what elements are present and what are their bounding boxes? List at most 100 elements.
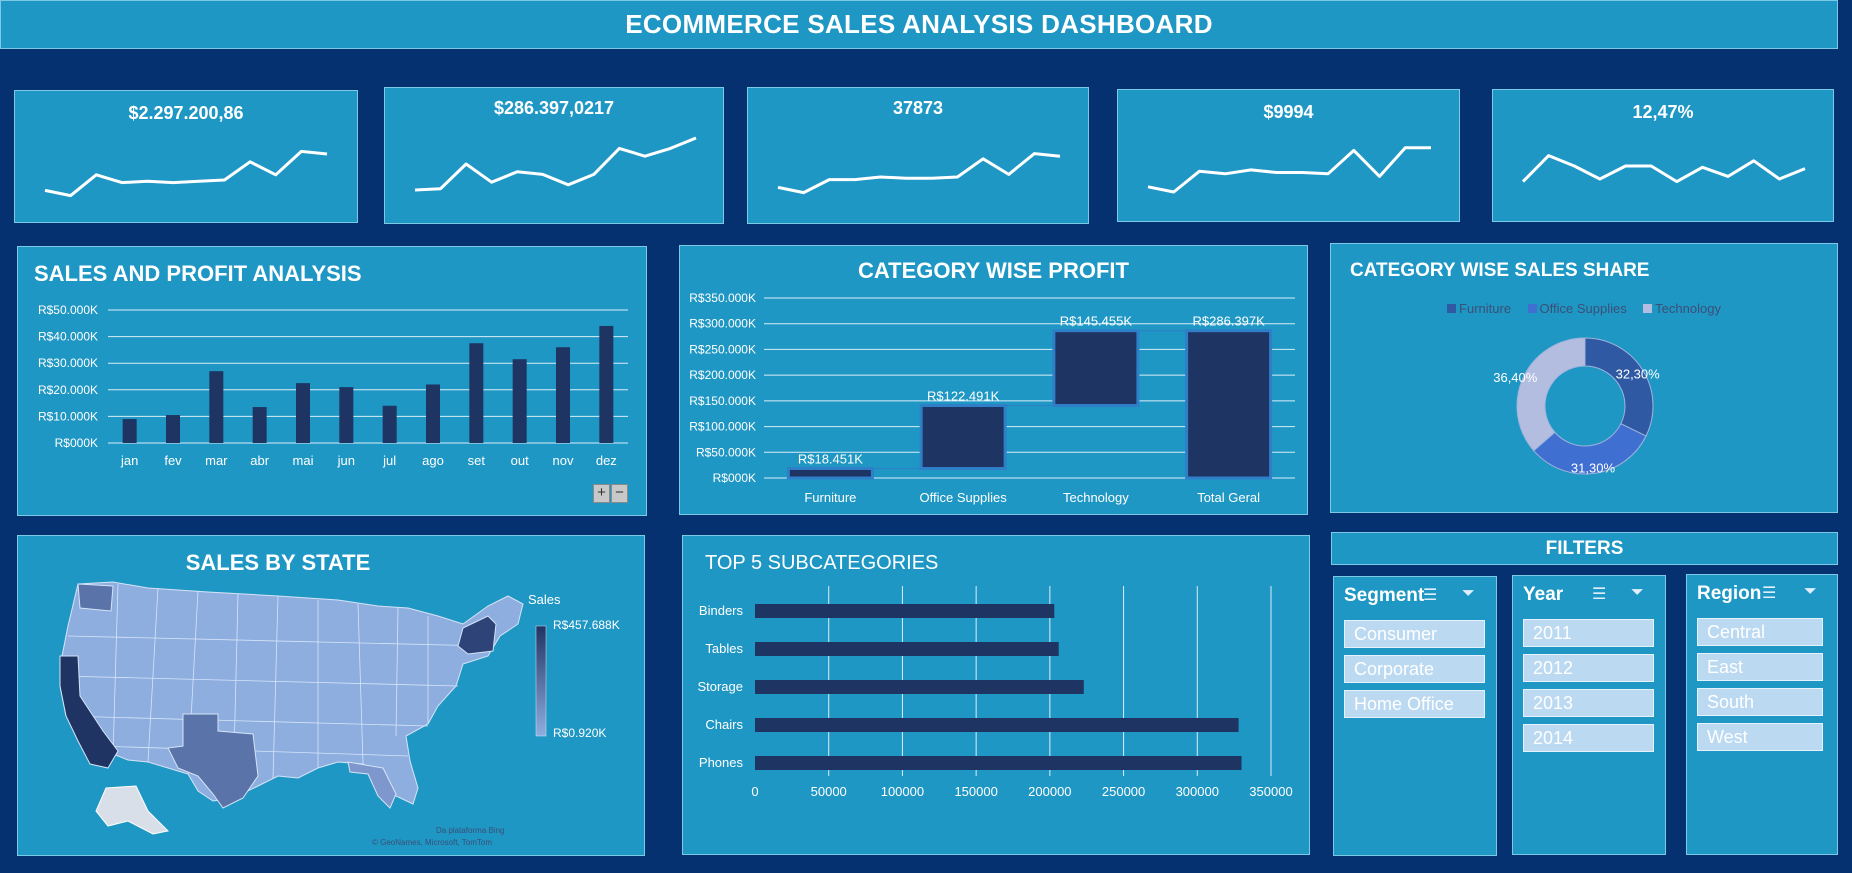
donut-slice-furniture	[1584, 337, 1654, 437]
x-tick-label: jun	[337, 453, 355, 468]
x-tick-label: nov	[553, 453, 574, 468]
region-slicer: Region ☰ ⏷ Central East South West	[1686, 574, 1838, 855]
donut-slice-technology	[1516, 337, 1586, 452]
bar-technology	[1052, 329, 1140, 408]
legend-label: Furniture	[1459, 301, 1512, 316]
slicer-title: Year	[1523, 584, 1564, 605]
multi-select-icon[interactable]: ☰	[1423, 587, 1438, 604]
bar-jun	[339, 387, 354, 443]
map-legend-min: R$0.920K	[553, 726, 607, 740]
donut-chart: 32,30% 31,30% 36,40%	[1493, 337, 1661, 475]
slicer-item-home-office[interactable]: Home Office	[1344, 690, 1485, 718]
slicer-item-2011[interactable]: 2011	[1523, 619, 1654, 647]
donut-data-label: 32,30%	[1616, 366, 1661, 381]
kpi-card-profit-margin: 12,47%	[1492, 89, 1834, 222]
slicer-item-corporate[interactable]: Corporate	[1344, 655, 1485, 683]
bar-dez	[599, 325, 614, 443]
y-tick-label: R$150.000K	[689, 394, 756, 408]
y-tick-label: R$40.000K	[38, 330, 98, 344]
bar-abr	[252, 407, 267, 443]
donut-legend: Furniture Office Supplies Technology	[1331, 300, 1837, 318]
year-slicer: Year ☰ ⏷ 2011 2012 2013 2014	[1512, 575, 1666, 855]
slicer-title: Region	[1697, 583, 1762, 604]
multi-select-icon[interactable]: ☰	[1762, 585, 1777, 602]
x-tick-label: Office Supplies	[920, 490, 1008, 505]
bar-jan	[122, 419, 137, 443]
washington-shape	[77, 583, 114, 612]
dashboard-title: ECOMMERCE SALES ANALYSIS DASHBOARD	[0, 0, 1838, 49]
x-tick-label: mar	[205, 453, 228, 468]
slicer-item-central[interactable]: Central	[1697, 618, 1823, 646]
y-tick-label: Chairs	[705, 717, 743, 732]
map-legend-max: R$457.688K	[553, 618, 620, 632]
data-label: R$18.451K	[798, 452, 863, 467]
x-tick-label: Furniture	[804, 490, 856, 505]
y-tick-label: R$100.000K	[689, 420, 756, 434]
y-tick-label: R$000K	[55, 436, 98, 450]
clear-filter-icon[interactable]: ⏷	[1631, 584, 1644, 601]
y-tick-label: R$50.000K	[38, 303, 98, 317]
zoom-out-button[interactable]: −	[611, 484, 628, 503]
x-tick-label: jan	[120, 453, 138, 468]
sales-share-panel: CATEGORY WISE SALES SHARE Furniture Offi…	[1330, 243, 1838, 513]
y-tick-label: Tables	[705, 641, 743, 656]
x-tick-label: fev	[164, 453, 182, 468]
kpi-sparkline	[1147, 146, 1431, 194]
subcategories-chart: 0 50000 100000 150000 200000 250000 300000 3500…	[697, 586, 1293, 799]
legend-item-office-supplies: Office Supplies	[1527, 301, 1627, 316]
data-label: R$286.397K	[1192, 314, 1265, 329]
kpi-value: 12,47%	[1632, 102, 1694, 122]
donut-slice-office-supplies	[1533, 423, 1647, 475]
bar-storage	[755, 680, 1084, 694]
new-york-shape	[457, 615, 497, 655]
x-tick-label: 350000	[1249, 784, 1292, 799]
x-tick-label: abr	[250, 453, 269, 468]
kpi-value: $2.297.200,86	[128, 103, 244, 123]
legend-swatch	[1447, 304, 1457, 313]
y-tick-label: R$50.000K	[696, 445, 756, 459]
legend-swatch	[1527, 304, 1537, 313]
legend-item-furniture: Furniture	[1447, 301, 1511, 316]
slicer-item-west[interactable]: West	[1697, 723, 1823, 751]
bar-mar	[209, 371, 224, 443]
slicer-item-2012[interactable]: 2012	[1523, 654, 1654, 682]
x-tick-label: 300000	[1176, 784, 1219, 799]
slicer-item-south[interactable]: South	[1697, 688, 1823, 716]
x-tick-label: 0	[751, 784, 758, 799]
kpi-value: $286.397,0217	[493, 98, 615, 118]
kpi-sparkline	[1521, 154, 1806, 184]
y-tick-label: Binders	[699, 603, 744, 618]
bar-ago	[426, 384, 440, 443]
kpi-card-total-sales: $2.297.200,86	[14, 90, 358, 223]
filters-header: FILTERS	[1331, 532, 1838, 565]
kpi-card-max-sales: $9994	[1117, 89, 1460, 222]
clear-filter-icon[interactable]: ⏷	[1462, 585, 1475, 602]
donut-data-label: 36,40%	[1493, 370, 1538, 385]
map-attribution: Da plataforma Bing	[436, 826, 505, 835]
kpi-card-quantity: 37873	[747, 87, 1089, 224]
x-tick-label: 150000	[954, 784, 997, 799]
bar-chairs	[755, 718, 1239, 732]
kpi-sparkline	[777, 152, 1061, 195]
slicer-item-2013[interactable]: 2013	[1523, 689, 1654, 717]
sales-profit-panel: SALES AND PROFIT ANALYSIS R$000K R$10.000…	[17, 246, 647, 516]
zoom-in-button[interactable]: +	[593, 484, 610, 503]
x-tick-label: dez	[596, 453, 617, 468]
clear-filter-icon[interactable]: ⏷	[1804, 583, 1817, 600]
bar-furniture	[786, 467, 874, 480]
data-label: R$145.455K	[1060, 314, 1133, 329]
sparkline-path	[777, 152, 1061, 195]
slicer-item-2014[interactable]: 2014	[1523, 724, 1654, 752]
legend-swatch	[1643, 304, 1653, 313]
panel-title: SALES AND PROFIT ANALYSIS	[34, 261, 362, 286]
x-tick-label: Technology	[1063, 490, 1129, 505]
map-attribution-copyright: © GeoNames, Microsoft, TomTom	[372, 838, 492, 847]
slicer-item-consumer[interactable]: Consumer	[1344, 620, 1485, 648]
slicer-item-east[interactable]: East	[1697, 653, 1823, 681]
x-tick-label: Total Geral	[1197, 490, 1260, 505]
multi-select-icon[interactable]: ☰	[1592, 586, 1607, 603]
slicer-title: Segment	[1344, 585, 1425, 606]
legend-label: Technology	[1655, 301, 1721, 316]
y-tick-label: R$20.000K	[38, 383, 98, 397]
x-tick-label: 250000	[1102, 784, 1145, 799]
